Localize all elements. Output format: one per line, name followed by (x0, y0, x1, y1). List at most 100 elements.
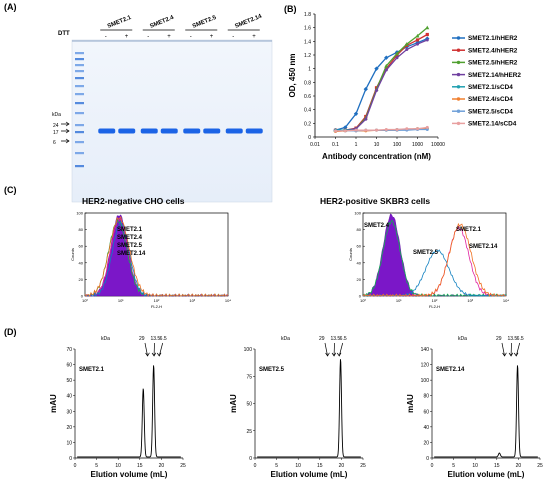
x-axis-label: Elution volume (mL) (448, 470, 525, 479)
series-line (335, 39, 428, 131)
arrow-icon (508, 342, 514, 357)
kda-label: kDa (101, 336, 110, 342)
y-tick-label: 20 (66, 425, 72, 431)
lane-label: SMET2.5 (192, 15, 218, 30)
y-tick-label: 0.4 (304, 108, 311, 114)
y-tick-label: 30 (66, 409, 72, 415)
dtt-sign: + (210, 34, 214, 40)
data-point (404, 42, 409, 46)
y-tick-label: 60 (423, 409, 429, 415)
mw-marker-label: 29 (139, 336, 145, 342)
kda-label: kDa (52, 112, 61, 118)
y-tick-label: 120 (421, 363, 430, 369)
y-tick-label: 0 (69, 456, 72, 462)
x-axis-label: FL2-H (151, 304, 162, 309)
x-tick-label: 5 (275, 463, 278, 469)
sec-chromatogram-smet2-1: 0 10 20 30 40 50 60 70 0 5 10 15 20 25 Elution volume … (49, 336, 186, 479)
data-point (384, 68, 388, 72)
y-axis-label: Counts (348, 248, 353, 261)
flow-right-title: HER2-positive SKBR3 cells (320, 196, 430, 206)
data-point (343, 125, 348, 130)
data-point (425, 127, 429, 131)
marker-label: 6 (53, 140, 56, 146)
sec-chromatogram-smet2-14: 0 20 40 60 80 100 120 140 0 5 10 15 20 25 Elution volu… (406, 336, 543, 479)
mw-marker-label: 6.5 (340, 336, 347, 342)
x-tick-label: 0 (431, 463, 434, 469)
ladder-band (75, 152, 84, 155)
y-axis-label: mAU (229, 394, 238, 413)
ladder-band (75, 141, 84, 144)
data-point (416, 42, 419, 46)
x-tick-label: 100 (393, 142, 402, 148)
y-tick-label: 1 (308, 67, 311, 73)
x-tick-label: 10 (472, 463, 478, 469)
data-point (384, 55, 389, 60)
arrow-icon (513, 342, 521, 357)
arrow-icon (61, 128, 70, 134)
y-axis-label: mAU (49, 394, 58, 413)
kda-label: kDa (458, 336, 467, 342)
y-tick-label: 140 (421, 347, 430, 353)
flow-left-title: HER2-negative CHO cells (82, 196, 185, 206)
arrow-icon (61, 138, 70, 144)
x-tick-label: 1000 (412, 142, 423, 148)
dtt-sign: - (105, 34, 107, 40)
legend-marker (456, 121, 461, 126)
legend-marker (456, 85, 461, 89)
data-point (364, 128, 368, 132)
histogram-label: SMET2.5 (413, 250, 439, 256)
y-tick-label: 20 (79, 277, 84, 282)
panel-a: (A) DTT kDa 24 17 6 SMET2.1- +SMET2.4- +SM… (4, 2, 273, 203)
ladder-band (75, 52, 84, 55)
y-tick-label: 50 (66, 378, 72, 384)
y-tick-label: 80 (79, 227, 84, 232)
panel-d-label: (D) (4, 327, 17, 337)
series-line (335, 33, 428, 131)
y-tick-label: 100 (244, 347, 253, 353)
ladder-band (75, 131, 84, 134)
panel-b: (B) 0 0.2 0.4 0.6 0.8 1 1.2 1.4 1.6 1.8 0.01 0.1 1 10… (284, 4, 521, 161)
y-tick-label: 60 (79, 244, 84, 249)
protein-band (225, 128, 243, 134)
x-tick-label: 10¹ (118, 298, 124, 303)
y-tick-label: 40 (423, 425, 429, 431)
legend-entry: SMET2.4/sCD4 (468, 96, 513, 103)
y-tick-label: 100 (421, 378, 430, 384)
data-point (374, 66, 379, 71)
data-point (353, 111, 359, 116)
x-tick-label: 25 (180, 463, 186, 469)
panel-c-label: (C) (4, 185, 17, 195)
x-tick-label: 0.1 (332, 142, 339, 148)
y-tick-label: 20 (357, 277, 362, 282)
binding-chart: 0 0.2 0.4 0.6 0.8 1 1.2 1.4 1.6 1.8 0.01 0.1 1 10 100 1… (288, 12, 521, 161)
ladder-band (75, 58, 84, 61)
chromatogram-label: SMET2.14 (436, 367, 465, 373)
y-tick-label: 0 (426, 456, 429, 462)
ladder-lane (75, 52, 84, 168)
data-point (384, 63, 389, 68)
protein-band (98, 128, 116, 134)
data-point (425, 38, 429, 42)
y-tick-label: 70 (66, 347, 72, 353)
y-tick-label: 1.2 (304, 53, 311, 59)
x-tick-label: 20 (339, 463, 345, 469)
protein-band (140, 128, 158, 134)
x-axis-label: Elution volume (mL) (91, 470, 168, 479)
x-tick-label: 10 (295, 463, 301, 469)
x-tick-label: 0.01 (310, 142, 320, 148)
legend-marker (456, 72, 461, 77)
legend-marker (456, 109, 461, 113)
y-tick-label: 40 (66, 394, 72, 400)
histogram-label: SMET2.1 (117, 227, 143, 233)
arrow-icon (336, 342, 344, 357)
dtt-sign: - (190, 34, 192, 40)
y-tick-label: 50 (246, 402, 252, 408)
protein-band (118, 128, 136, 134)
legend-entry: SMET2.4/hHER2 (468, 47, 518, 54)
arrow-icon (144, 342, 150, 357)
negative-control-peak (84, 214, 229, 297)
data-point (425, 25, 430, 30)
dtt-sign: + (125, 34, 129, 40)
